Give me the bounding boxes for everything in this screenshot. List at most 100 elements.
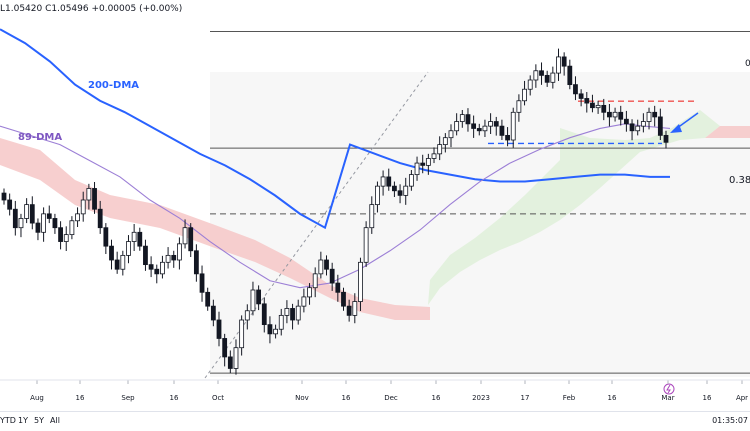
cloud-bull [428, 110, 720, 305]
candle-body [46, 213, 52, 219]
x-tick-label: 16 [170, 394, 179, 402]
candle-body [58, 227, 63, 242]
candle-body [301, 296, 307, 307]
candle-body [539, 70, 544, 76]
clock: 01:35:07 [712, 416, 748, 425]
candle-body [561, 56, 567, 67]
candle-body [171, 254, 177, 261]
dma89-label: 89-DMA [18, 132, 63, 143]
candle-body [493, 121, 499, 127]
candle-body [544, 74, 550, 83]
candle-body [103, 227, 109, 247]
candle-body [199, 273, 205, 293]
candle-body [522, 88, 527, 102]
candle-body [640, 121, 646, 127]
candle-body [476, 128, 482, 132]
candle-body [318, 259, 324, 275]
candle-body [341, 291, 346, 307]
candle-body [131, 231, 137, 242]
candle-body [601, 104, 607, 113]
candle-body [363, 227, 369, 263]
timeframe-1y[interactable]: 1Y [18, 416, 28, 425]
candle-body [408, 174, 414, 187]
candle-body [550, 72, 556, 83]
candle-body [284, 308, 290, 316]
candle-body [375, 185, 380, 206]
candle-body [148, 264, 154, 270]
timeframe-5y[interactable]: 5Y [34, 416, 44, 425]
candle-body [635, 125, 641, 132]
candle-body [97, 208, 103, 229]
timeframe-ytd[interactable]: YTD [0, 416, 16, 425]
candle-body [358, 261, 363, 302]
arrow-head [670, 124, 682, 133]
candle-body [69, 220, 75, 236]
candle-body [12, 208, 18, 229]
timeframe-all[interactable]: All [50, 416, 60, 425]
candle-body [663, 134, 669, 143]
candle-body [420, 162, 426, 166]
candle-body [578, 93, 584, 99]
x-tick-label: Sep [121, 394, 135, 402]
candle-body [505, 134, 510, 141]
candle-body [612, 111, 618, 118]
candle-body [63, 234, 69, 242]
candle-body [227, 356, 233, 369]
candle-body [618, 111, 624, 120]
x-tick-label: Apr [736, 394, 748, 402]
candle-body [216, 319, 222, 339]
candle-body [465, 114, 471, 125]
candle-body [414, 162, 420, 176]
candle-body [160, 261, 165, 275]
ohlc-readout: L1.05420 C1.05496 +0.00005 (+0.00%) [0, 4, 183, 14]
candles [1, 48, 669, 375]
candle-body [442, 137, 448, 146]
candle-body [24, 204, 30, 219]
candle-body [335, 282, 341, 293]
candle-body [471, 123, 477, 129]
candle-body [35, 222, 41, 233]
x-tick-label: Nov [295, 394, 309, 402]
candle-body [250, 289, 256, 312]
candle-body [29, 204, 35, 224]
candle-body [584, 98, 590, 104]
candle-body [425, 158, 431, 166]
candle-body [267, 324, 273, 335]
candle-body [646, 111, 652, 122]
candle-body [278, 314, 284, 330]
candle-body [510, 111, 516, 141]
candle-body [52, 218, 58, 229]
cloud-bear-right [705, 126, 750, 138]
horizontal-levels [210, 31, 750, 374]
x-tick-label: Mar [661, 394, 674, 402]
x-tick-label: 16 [703, 394, 712, 402]
candle-body [380, 176, 386, 187]
candle-body [109, 245, 114, 261]
candle-body [459, 114, 465, 122]
candle-body [92, 188, 97, 210]
candle-body [556, 56, 561, 74]
candle-body [369, 204, 375, 229]
candle-body [126, 241, 131, 256]
candle-body [233, 347, 239, 369]
candle-body [188, 227, 194, 252]
candle-body [595, 104, 601, 109]
candle-body [482, 125, 488, 132]
candle-body [454, 121, 460, 132]
x-axis: Aug 16 Sep 16 Oct Nov 16 Dec 16 2023 17 Feb 16 Mar 16 A… [0, 379, 750, 402]
x-tick-label: 16 [76, 394, 85, 402]
candle-body [573, 84, 578, 95]
event-bolt-icon [666, 384, 671, 394]
dma200-label: 200-DMA [88, 80, 140, 91]
candle-body [392, 185, 397, 192]
x-tick-label: 2023 [472, 394, 490, 402]
candle-body [533, 70, 539, 81]
candle-body [516, 100, 522, 113]
candle-body [329, 268, 335, 284]
candle-body [448, 130, 454, 139]
candle-body [239, 319, 245, 349]
candle-body [75, 213, 80, 222]
timeframe-bar: YTD 1Y 5Y All 01:35:07 [0, 411, 750, 431]
candle-body [256, 289, 262, 305]
